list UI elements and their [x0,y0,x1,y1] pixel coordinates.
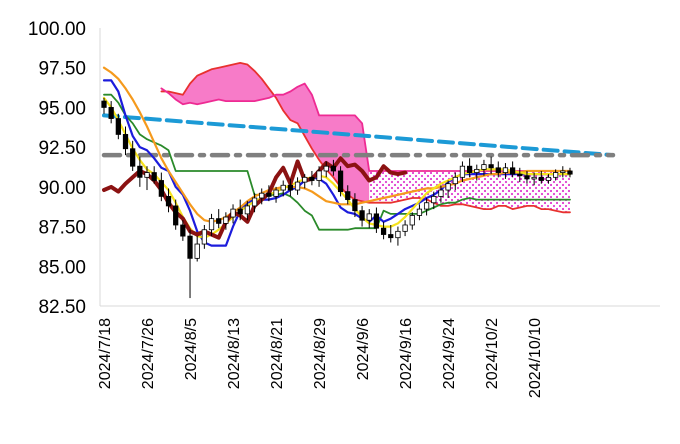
candle-body-up [201,229,207,245]
candle-body-up [323,165,329,172]
candle-body-down [130,148,136,167]
candle-body-up [502,167,509,173]
candle-body-up [531,176,537,180]
candle-body-down [495,167,501,173]
candle-body-up [208,218,215,231]
x-tick-label: 2024/8/13 [226,318,243,389]
candle-body-down [373,213,380,229]
candle-body-down [137,165,143,178]
candle-body-down [388,234,394,239]
candle-body-up [459,165,466,178]
candle-body-down [330,165,337,172]
x-tick-label: 2024/7/26 [140,318,157,389]
candle-body-down [115,118,121,135]
candle-body-up [438,189,444,197]
candle-body-down [524,175,530,180]
candle-body-down [337,170,344,193]
fast-average-line [102,96,572,239]
candle-body-up [259,192,265,199]
candle-body-up [280,184,286,191]
candle-body-up [452,176,458,185]
candle-body-up [230,208,236,218]
y-tick-label: 85.00 [38,257,86,278]
candle-body-down [345,191,351,200]
leading-span-b-line [160,82,571,172]
candle-body-down [266,192,272,197]
candle-body-up [409,215,415,226]
moving-average-line [102,66,572,223]
x-tick-label: 2024/9/6 [355,318,372,380]
candle-body-down [151,172,157,181]
y-tick-label: 92.50 [38,138,86,159]
candle-body-up [445,183,451,191]
x-tick-label: 2024/8/21 [269,318,286,389]
candle-body-down [237,208,243,215]
candle-body-up [395,230,401,239]
candle-body-up [560,170,566,173]
candle-body-up [316,170,322,181]
y-tick-label: 97.50 [38,59,86,80]
candle-body-down [180,224,186,237]
x-tick-label: 2024/9/24 [441,318,458,389]
candle-body-up [431,195,437,204]
candle-body-up [366,213,372,221]
candle-body-down [510,167,516,175]
candle-body-down [187,235,193,259]
candle-body-up [416,208,423,216]
candle-body-up [144,172,150,178]
candle-body-down [158,180,164,197]
candle-body-down [108,107,114,119]
candle-body-up [223,216,229,224]
candle-body-up [474,168,480,173]
y-tick-labels: 100.00 97.50 95.00 92.50 90.00 87.50 85.00 82.5… [28,19,86,318]
candle-body-down [309,176,315,181]
candle-body-down [173,205,179,226]
candle-body-up [244,205,250,215]
candle-body-up [423,202,430,210]
candle-body-down [538,176,544,181]
candle-body-up [545,176,552,181]
y-tick-label: 90.00 [38,178,86,199]
candle-body-down [101,100,107,108]
x-tick-labels: 2024/7/18 2024/7/26 2024/8/5 2024/8/13 2024/… [97,318,544,398]
candle-body-down [287,184,294,191]
candle-body-down [359,210,365,221]
base-line [103,93,571,231]
candle-body-down [488,164,494,169]
line-layer [101,62,616,247]
candle-body-up [553,172,559,178]
candle-body-up [273,189,279,197]
candle-body-down [165,195,172,207]
candle-body-down [517,173,523,177]
y-tick-label: 87.50 [38,218,86,239]
cloud-layer [161,62,570,213]
x-tick-label: 2024/8/5 [183,318,200,380]
candle-body-up [194,243,200,259]
y-tick-label: 82.50 [38,297,86,318]
x-tick-label: 2024/7/18 [97,318,114,389]
candle-body-down [380,227,387,235]
candle-layer [101,97,573,299]
candle-body-down [567,170,573,175]
candle-body-up [302,176,308,183]
candle-body-up [481,164,487,170]
candle-body-down [466,165,473,173]
axis-layer [99,28,660,307]
x-tick-label: 2024/9/16 [398,318,415,389]
candle-body-down [122,134,129,150]
x-tick-label: 2024/8/29 [312,318,329,389]
trend-line [102,113,615,158]
candle-body-down [352,199,358,212]
x-tick-label: 2024/10/10 [527,318,544,398]
x-tick-label: 2024/10/2 [484,318,501,389]
y-tick-label: 100.00 [28,19,86,40]
candle-body-down [216,218,222,224]
candle-body-up [251,197,258,207]
candle-body-up [294,181,301,191]
candle-body-up [402,224,408,232]
y-tick-label: 95.00 [38,98,86,119]
